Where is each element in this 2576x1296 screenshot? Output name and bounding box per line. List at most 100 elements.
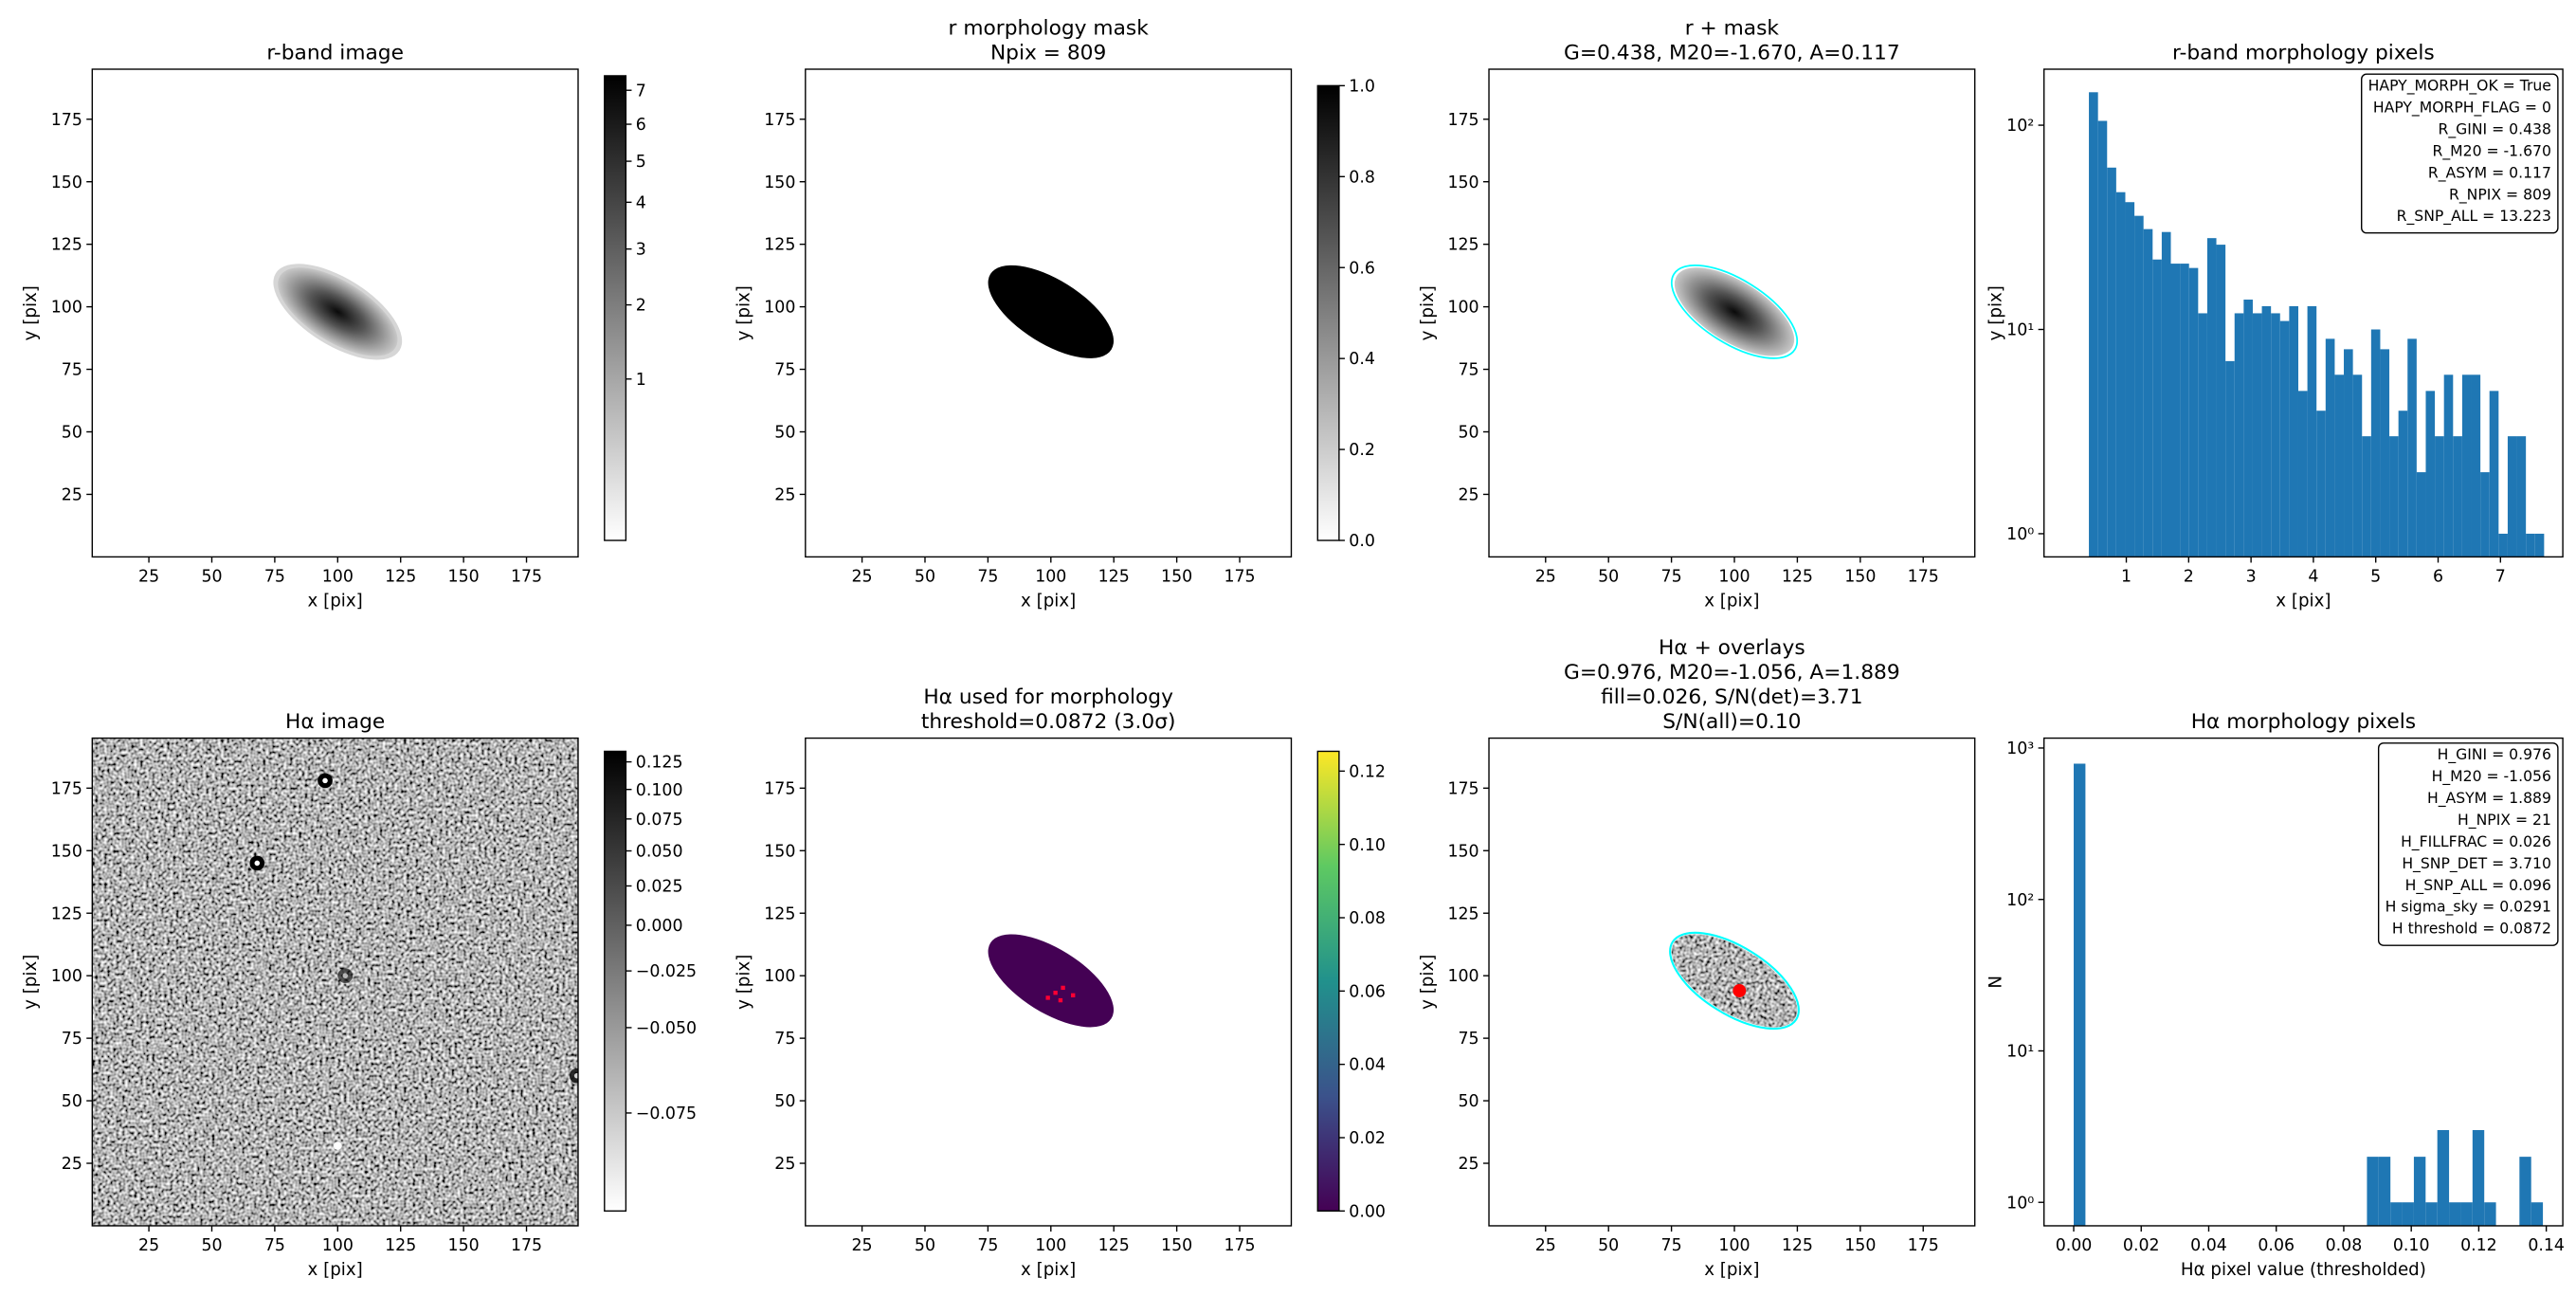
x-tick-label: 100 [1718, 567, 1750, 586]
hist-bar [2352, 374, 2363, 557]
plot-area [988, 265, 1115, 358]
source-core [254, 860, 261, 867]
panel-title: threshold=0.0872 (3.0σ) [921, 710, 1176, 734]
x-tick-label: 175 [1224, 1236, 1255, 1255]
hist-bar [2471, 374, 2481, 557]
y-tick-label: 25 [1458, 1155, 1478, 1174]
y-tick-label: 100 [51, 299, 82, 318]
x-tick-label: 3 [2246, 567, 2257, 586]
panel-title: fill=0.026, S/N(det)=3.71 [1601, 685, 1862, 709]
hist-bar [2307, 305, 2317, 557]
stats-line: H_SNP_DET = 3.710 [2402, 854, 2551, 873]
y-tick-label: 25 [62, 1155, 82, 1174]
x-tick-label: 150 [1844, 1236, 1876, 1255]
colorbar-tick-label: 0.02 [1349, 1129, 1386, 1148]
x-tick-label: 0.12 [2460, 1236, 2497, 1255]
x-tick-label: 50 [915, 1236, 935, 1255]
hist-bar [2407, 338, 2417, 557]
stats-line: R_M20 = -1.670 [2432, 141, 2550, 160]
x-axis-label: Hα pixel value (thresholded) [2181, 1260, 2426, 1280]
hist-bar [2370, 329, 2381, 557]
hist-bar [2316, 411, 2326, 557]
hist-bar [2107, 167, 2116, 557]
y-tick-label: 50 [774, 1092, 795, 1111]
stats-box-bg [2377, 742, 2559, 946]
stats-line: H_FILLFRAC = 0.026 [2401, 832, 2551, 851]
hist-bar [2334, 374, 2345, 557]
hist-bar [2425, 391, 2436, 557]
hist-bar [2344, 349, 2353, 557]
hist-bar [2243, 300, 2253, 557]
colorbar-tick-label: 1.0 [1349, 77, 1375, 96]
hist-bar [2271, 313, 2280, 557]
y-tick-label: 50 [62, 1092, 82, 1111]
y-tick-label: 100 [764, 967, 795, 986]
hist-bar [2398, 411, 2408, 557]
x-axis-label: x [pix] [308, 1260, 363, 1280]
hist-bar [2297, 391, 2308, 557]
plot-area [92, 738, 578, 1226]
y-tick-label: 150 [1447, 173, 1478, 192]
y-tick-label: 175 [764, 111, 795, 130]
stats-line: H_GINI = 0.976 [2438, 745, 2551, 764]
hist-bar [2425, 1202, 2438, 1226]
hist-bar [2089, 92, 2098, 557]
mask-contour [1669, 931, 1800, 1031]
colorbar-tick-label: 1 [636, 371, 646, 390]
colorbar-tick-label: 3 [636, 241, 646, 260]
y-tick-label: 10⁰ [2006, 525, 2034, 544]
axes-frame [91, 68, 579, 558]
x-tick-label: 125 [385, 567, 416, 586]
hist-bar [2416, 472, 2426, 557]
x-tick-label: 75 [977, 567, 998, 586]
x-tick-label: 75 [977, 1236, 998, 1255]
x-axis-label: x [pix] [2276, 592, 2331, 611]
stats-box-bg [2361, 73, 2559, 234]
y-tick-label: 175 [51, 111, 82, 130]
y-tick-label: 50 [774, 424, 795, 443]
y-axis-label: y [pix] [735, 285, 754, 340]
x-tick-label: 125 [1782, 567, 1813, 586]
hist-bar [2531, 1202, 2544, 1226]
y-tick-label: 75 [1458, 361, 1478, 380]
y-tick-label: 150 [1447, 842, 1478, 861]
panel-title: r morphology mask [949, 16, 1150, 40]
y-tick-label: 150 [764, 173, 795, 192]
hist-bar [2225, 360, 2235, 557]
colorbar-tick-label: 0.12 [1349, 762, 1386, 781]
y-axis-label: y [pix] [735, 955, 754, 1010]
x-tick-label: 25 [852, 1236, 873, 1255]
x-tick-label: 50 [201, 1236, 222, 1255]
axes-frame [2042, 737, 2564, 1227]
x-tick-label: 25 [1535, 1236, 1556, 1255]
x-tick-label: 50 [1598, 567, 1619, 586]
x-axis-label: x [pix] [1021, 592, 1076, 611]
colorbar-tick-label: 0.8 [1349, 168, 1375, 187]
colorbar-tick-label: 0.4 [1349, 350, 1375, 369]
x-tick-label: 100 [322, 567, 354, 586]
colorbar-tick-label: 4 [636, 193, 646, 212]
mask-region [988, 265, 1115, 358]
x-tick-label: 150 [448, 1236, 480, 1255]
plot-area [1670, 265, 1799, 359]
panel-title: S/N(all)=0.10 [1662, 710, 1801, 734]
x-tick-label: 2 [2184, 567, 2194, 586]
stats-line: R_SNP_ALL = 13.223 [2397, 207, 2551, 226]
hist-bar [2498, 533, 2508, 557]
axes-frame [1488, 737, 1976, 1227]
x-tick-label: 25 [138, 1236, 159, 1255]
hist-bar [2252, 313, 2262, 557]
hist-bar [2484, 1202, 2496, 1226]
detected-pixel [1058, 997, 1063, 1003]
hist-bar [2380, 349, 2390, 557]
y-tick-label: 25 [774, 1155, 795, 1174]
y-tick-label: 50 [62, 424, 82, 443]
panel-title: r-band morphology pixels [2172, 42, 2435, 65]
x-tick-label: 25 [138, 567, 159, 586]
y-tick-label: 10¹ [2006, 321, 2034, 340]
detected-pixel [1071, 993, 1076, 997]
galaxy-core [278, 267, 398, 356]
detection-marker [1732, 984, 1747, 997]
hist-bar [2472, 1130, 2485, 1226]
